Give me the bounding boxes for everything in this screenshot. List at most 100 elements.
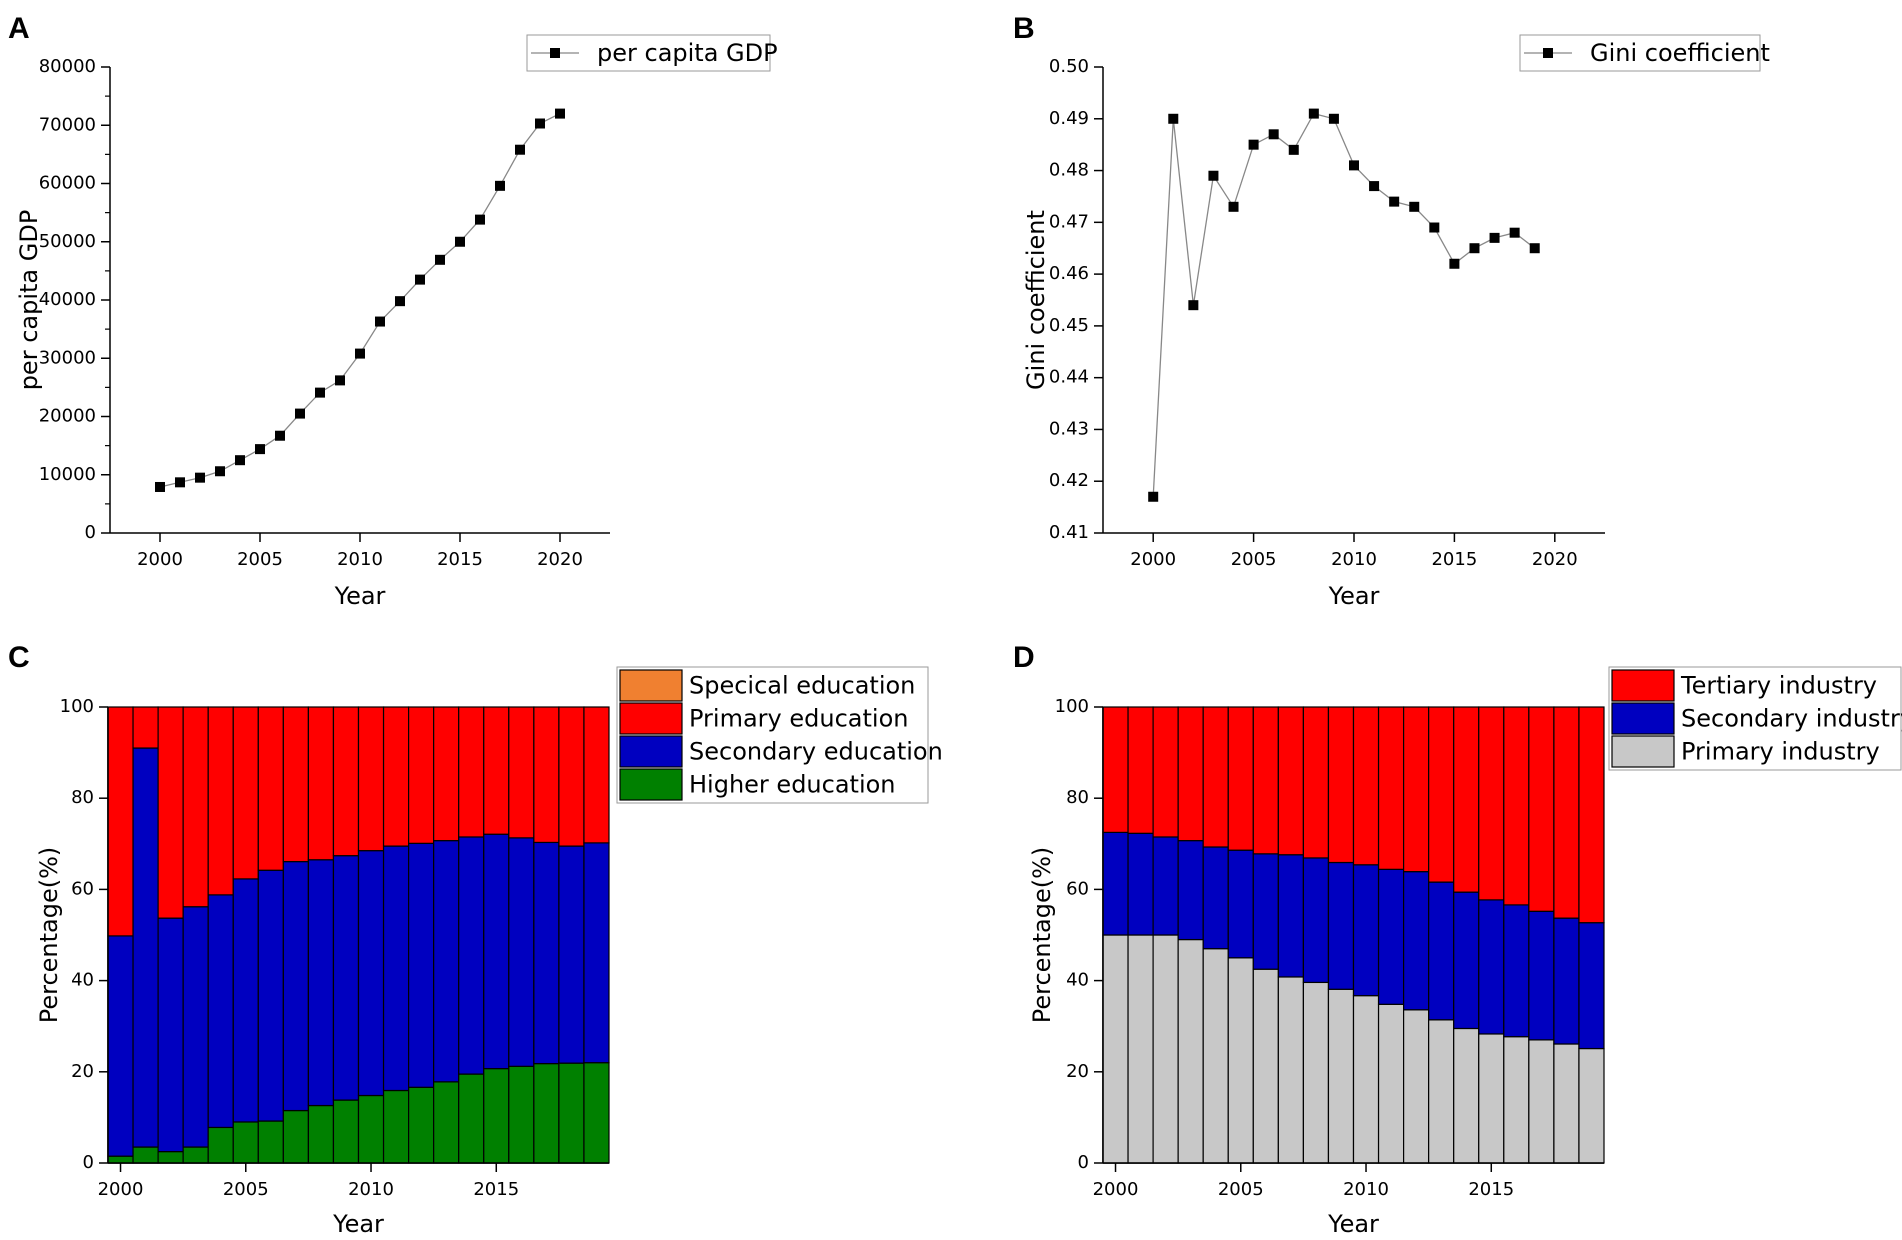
legend-label: per capita GDP <box>597 39 778 67</box>
x-tick-label: 2010 <box>337 549 383 570</box>
y-tick-label: 60 <box>71 878 94 899</box>
panel-letter: D <box>1013 641 1035 674</box>
bar-secondary-industry <box>1127 832 1154 936</box>
legend-marker <box>1543 48 1553 58</box>
legend-label: Tertiary industry <box>1680 672 1877 700</box>
panel-letter: A <box>8 12 30 45</box>
bar-secondary-education <box>408 842 435 1088</box>
bar-secondary-education <box>107 935 134 1157</box>
bar-higher-education <box>207 1126 234 1164</box>
x-tick-label: 2005 <box>1218 1179 1264 1200</box>
data-point <box>1268 129 1279 140</box>
x-tick-label: 2005 <box>223 1179 269 1200</box>
bar-higher-education <box>257 1120 284 1164</box>
data-point <box>555 108 565 119</box>
bar-tertiary-industry <box>1102 706 1129 834</box>
data-point <box>1248 139 1259 150</box>
data-point <box>315 387 325 398</box>
data-point <box>1529 243 1540 254</box>
y-tick-label: 0.44 <box>1049 367 1089 388</box>
x-tick-label: 2015 <box>473 1179 519 1200</box>
y-tick-label: 0.48 <box>1049 160 1089 181</box>
bar-higher-education <box>132 1146 159 1164</box>
bar-higher-education <box>232 1121 259 1164</box>
data-point <box>515 144 525 155</box>
bar-higher-education <box>357 1094 385 1164</box>
legend-label: Secondary education <box>689 738 943 766</box>
bar-tertiary-industry <box>1152 706 1179 838</box>
legend-label: Higher education <box>689 771 896 799</box>
y-tick-label: 0 <box>83 1152 94 1173</box>
bar-tertiary-industry <box>1127 706 1154 834</box>
data-point <box>275 430 285 441</box>
bar-secondary-education <box>232 878 259 1123</box>
y-axis-title: Percentage(%) <box>1028 847 1056 1024</box>
bar-primary-education <box>382 706 410 847</box>
legend: per capita GDP <box>526 34 778 72</box>
legend: Tertiary industry Secondary industry Prima… <box>1608 666 1902 771</box>
data-point <box>215 466 225 477</box>
bar-primary-industry <box>1478 1033 1505 1164</box>
legend-label: Gini coefficient <box>1590 39 1770 67</box>
data-point <box>1208 170 1219 181</box>
bar-primary-education <box>157 706 184 919</box>
panel-a: A 0 10000 20000 30000 40000 50000 60000 70000 800… <box>8 12 778 610</box>
bar-secondary-education <box>307 859 335 1107</box>
bar-tertiary-industry <box>1453 706 1480 893</box>
x-tick-label: 2010 <box>1331 549 1377 570</box>
bar-primary-industry <box>1152 934 1179 1164</box>
x-tick-label: 2005 <box>237 549 283 570</box>
data-point <box>1308 108 1319 119</box>
x-tick-label: 2010 <box>348 1179 394 1200</box>
bar-secondary-education <box>433 840 460 1083</box>
data-point <box>415 274 425 285</box>
x-axis-title: Year <box>1328 582 1380 610</box>
y-tick-label: 80 <box>71 787 94 808</box>
y-axis-title: Percentage(%) <box>35 847 63 1024</box>
bar-secondary-education <box>508 837 535 1067</box>
series-line-per-capita-gdp <box>159 113 561 488</box>
bar-tertiary-industry <box>1503 706 1530 906</box>
bar-primary-education <box>458 706 485 838</box>
x-axis-title: Year <box>332 1210 384 1238</box>
y-tick-label: 10000 <box>39 464 96 485</box>
data-point <box>235 455 245 466</box>
bar-primary-education <box>282 706 310 863</box>
y-axis-title: per capita GDP <box>15 210 43 391</box>
x-tick-label: 2020 <box>1532 549 1578 570</box>
bar-higher-education <box>382 1089 410 1164</box>
y-tick-label: 40 <box>1066 970 1089 991</box>
y-tick-label: 0 <box>1078 1152 1089 1173</box>
y-tick-label: 100 <box>60 696 94 717</box>
x-tick-label: 2000 <box>98 1179 144 1200</box>
data-point <box>1228 201 1239 212</box>
y-tick-label: 60000 <box>39 173 96 194</box>
bar-secondary-industry <box>1327 861 1355 990</box>
bar-tertiary-industry <box>1402 706 1430 873</box>
bar-tertiary-industry <box>1578 706 1605 924</box>
bar-primary-industry <box>1428 1019 1455 1164</box>
x-axis-title: Year <box>334 582 386 610</box>
bar-primary-industry <box>1302 981 1330 1164</box>
bar-secondary-education <box>132 747 159 1148</box>
bar-primary-education <box>307 706 335 861</box>
bar-higher-education <box>157 1150 184 1164</box>
bar-higher-education <box>508 1065 535 1164</box>
data-point <box>475 214 485 225</box>
bar-secondary-education <box>182 906 209 1148</box>
panel-d: D 0 20 40 60 80 100 2000 2005 2010 2015 Year Percent… <box>1013 641 1902 1238</box>
y-tick-label: 0.50 <box>1049 56 1089 77</box>
data-point <box>1449 258 1460 269</box>
bar-secondary-industry <box>1503 904 1530 1038</box>
bar-tertiary-industry <box>1177 706 1204 842</box>
bar-primary-industry <box>1102 934 1129 1164</box>
bar-secondary-education <box>458 836 485 1075</box>
panel-c: C 0 20 40 60 80 100 2000 2005 2010 2015 Year Percent… <box>8 641 943 1238</box>
data-point <box>1349 160 1359 171</box>
bar-secondary-education <box>332 855 360 1101</box>
bar-tertiary-industry <box>1202 706 1229 848</box>
bar-secondary-education <box>157 917 184 1153</box>
bar-secondary-industry <box>1402 871 1430 1011</box>
bar-higher-education <box>558 1062 585 1164</box>
bar-secondary-industry <box>1302 857 1330 984</box>
